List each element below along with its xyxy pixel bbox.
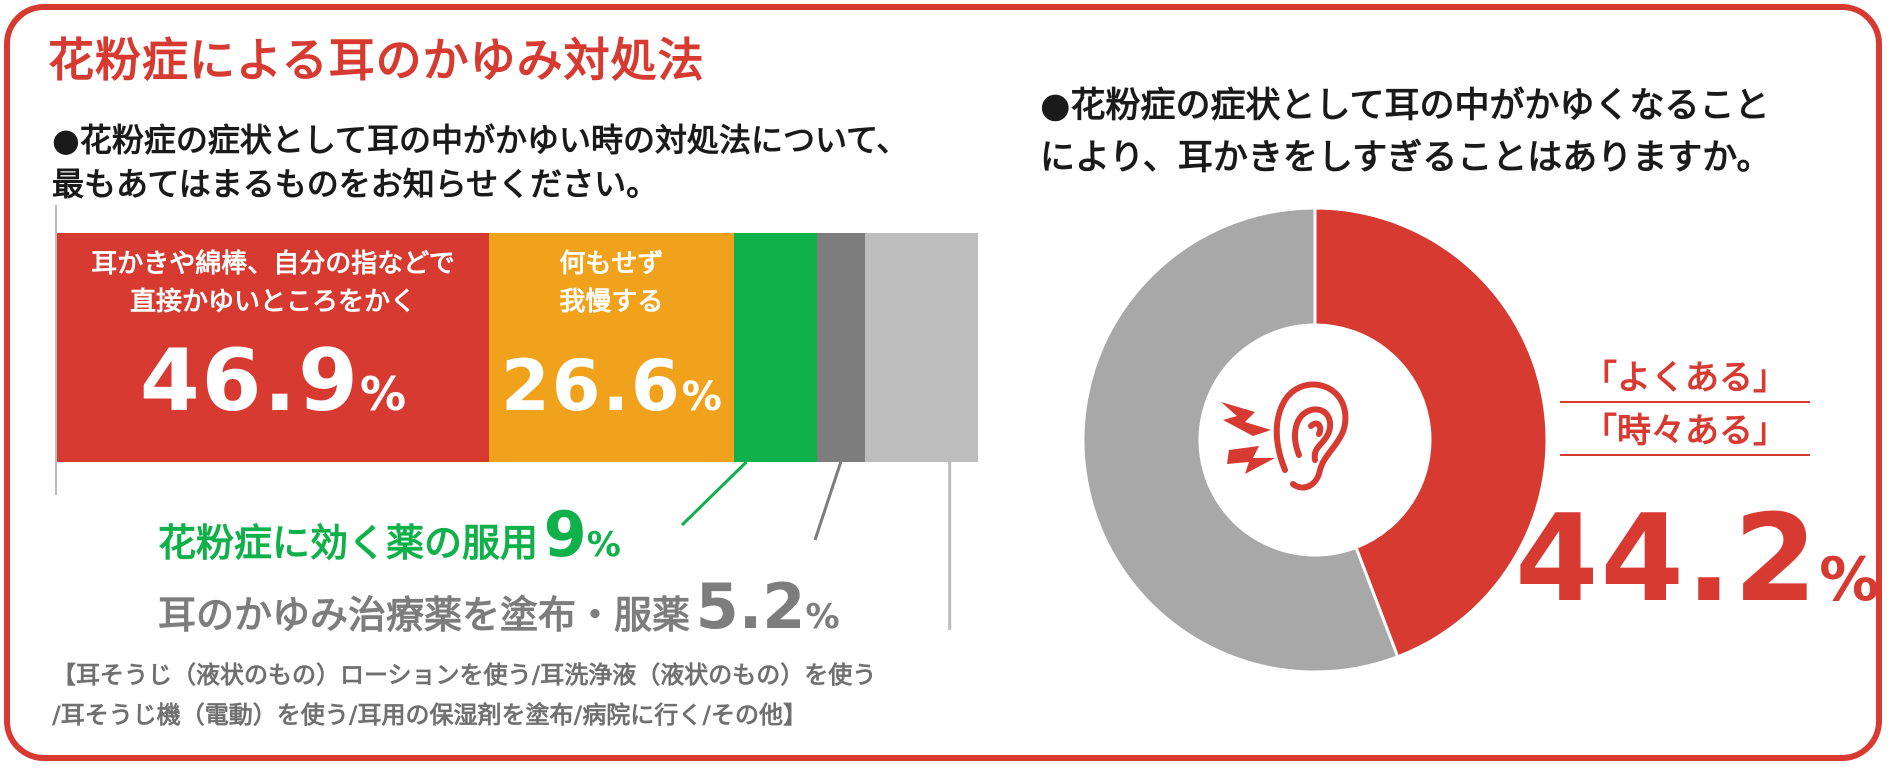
bar-segment-4 xyxy=(864,233,978,462)
donut-value-unit: % xyxy=(1819,545,1880,615)
label-medicine-unit: % xyxy=(586,525,621,565)
bar-segment-2 xyxy=(733,233,817,462)
right-question-text: ●花粉症の症状として耳の中がかゆくなること により、耳かきをしすぎることはありま… xyxy=(1040,86,1772,178)
label-treatment-value: 5.2 xyxy=(695,570,806,643)
bar-segment-label: 何もせず 我慢する xyxy=(559,249,664,317)
bar-segment-unit: % xyxy=(360,367,407,421)
label-medicine-value: 9 xyxy=(543,498,587,571)
leader-line-medicine xyxy=(680,460,748,527)
bar-segment-unit: % xyxy=(681,374,722,420)
answer-label-sometimes: 「時々ある」 xyxy=(1560,408,1810,456)
other-options-note: 【耳そうじ（液状のもの）ローションを使う/耳洗浄液（液状のもの）を使う /耳そう… xyxy=(52,661,877,729)
label-medicine-text: 花粉症に効く薬の服用 xyxy=(158,521,539,565)
left-question-text: ●花粉症の症状として耳の中がかゆい時の対処法について、 最もあてはまるものをお知… xyxy=(52,121,909,203)
page-title: 花粉症による耳のかゆみ対処法 xyxy=(48,33,705,87)
bar-segment-value-label: 26.6% xyxy=(489,345,734,427)
donut-chart xyxy=(1081,206,1549,674)
bar-segment-0: 耳かきや綿棒、自分の指などで 直接かゆいところをかく 46.9% xyxy=(57,233,489,462)
bar-segment-value-label: 46.9% xyxy=(57,331,489,431)
donut-value-label: 44.2% xyxy=(1515,490,1879,629)
ear-icon xyxy=(1221,381,1349,491)
donut-slice-0 xyxy=(1313,206,1549,659)
leader-line-treatment xyxy=(813,461,843,541)
bar-segment-1: 何もせず 我慢する 26.6% xyxy=(488,233,734,462)
bar-segment-label: 耳かきや綿棒、自分の指などで 直接かゆいところをかく xyxy=(91,249,455,317)
card-frame xyxy=(4,4,1882,761)
bar-segment-3 xyxy=(816,233,865,462)
label-treatment: 耳のかゆみ治療薬を塗布・服薬 5.2% xyxy=(158,570,840,643)
label-medicine: 花粉症に効く薬の服用 9% xyxy=(158,498,621,571)
donut-slice-1 xyxy=(1081,206,1400,674)
right-question: ●花粉症の症状として耳の中がかゆくなること により、耳かきをしすぎることはありま… xyxy=(1040,80,1772,184)
label-treatment-unit: % xyxy=(805,597,840,637)
left-question: ●花粉症の症状として耳の中がかゆい時の対処法について、 最もあてはまるものをお知… xyxy=(52,118,908,206)
donut-value: 44.2 xyxy=(1515,490,1820,629)
bar-segment-value: 26.6 xyxy=(501,345,682,427)
label-treatment-text: 耳のかゆみ治療薬を塗布・服薬 xyxy=(158,593,691,637)
answer-label-often: 「よくある」 xyxy=(1560,355,1810,403)
bar-axis-line xyxy=(55,205,57,495)
bar-segment-value: 46.9 xyxy=(139,331,361,431)
